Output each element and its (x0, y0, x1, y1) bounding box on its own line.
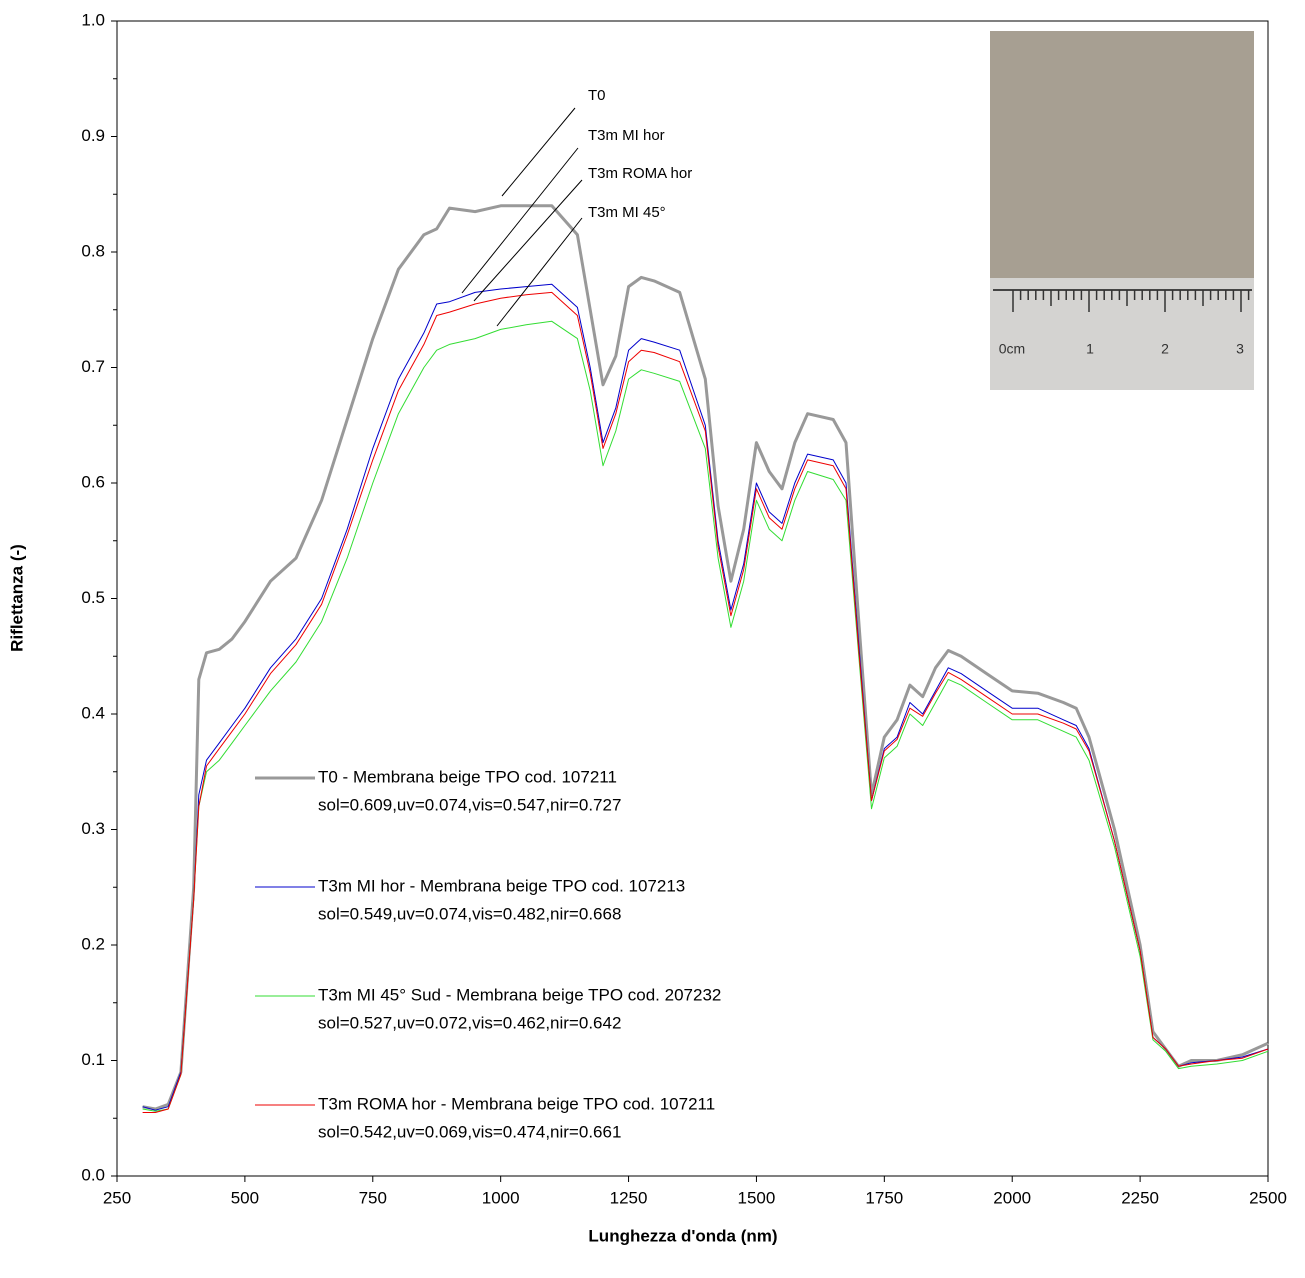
annotation: T3m ROMA hor (588, 165, 692, 182)
x-tick-label: 500 (231, 1188, 259, 1207)
x-tick-label: 1250 (610, 1188, 648, 1207)
legend-label: T0 - Membrana beige TPO cod. 107211 (318, 767, 617, 786)
y-axis-title: Riflettanza (-) (7, 544, 26, 652)
leader-line (496, 217, 583, 327)
x-axis-title: Lunghezza d'onda (nm) (588, 1226, 777, 1245)
x-tick-label: 1750 (865, 1188, 903, 1207)
x-tick-label: 1000 (482, 1188, 520, 1207)
annotation: T0 (588, 87, 606, 104)
legend-label: T3m MI hor - Membrana beige TPO cod. 107… (318, 876, 685, 895)
series-line (142, 204, 1269, 1111)
y-tick-label: 0.8 (81, 241, 105, 260)
y-tick-label: 1.0 (81, 10, 105, 29)
x-tick-label: 250 (103, 1188, 131, 1207)
y-tick-label: 0.6 (81, 472, 105, 491)
series-line (142, 291, 1269, 1113)
x-tick-label: 1500 (738, 1188, 776, 1207)
y-tick-label: 0.9 (81, 126, 105, 145)
x-tick-label: 2250 (1121, 1188, 1159, 1207)
ruler (990, 278, 1254, 390)
x-tick-label: 750 (359, 1188, 387, 1207)
ruler-label: 3 (1236, 341, 1244, 357)
legend-stats: sol=0.542,uv=0.069,vis=0.474,nir=0.661 (318, 1122, 621, 1141)
inset-photo: 0cm 1 2 3 (990, 31, 1254, 390)
legend-label: T3m ROMA hor - Membrana beige TPO cod. 1… (318, 1094, 715, 1113)
leader-line (461, 147, 579, 294)
leader-line (473, 179, 583, 302)
leader-line (501, 107, 576, 197)
x-tick-label: 2000 (993, 1188, 1031, 1207)
y-tick-label: 0.3 (81, 819, 105, 838)
legend-stats: sol=0.609,uv=0.074,vis=0.547,nir=0.727 (318, 795, 621, 814)
y-tick-label: 0.5 (81, 588, 105, 607)
series-line (142, 283, 1269, 1111)
series-line (142, 320, 1269, 1112)
y-tick-label: 0.7 (81, 357, 105, 376)
y-tick-label: 0.1 (81, 1050, 105, 1069)
legend-stats: sol=0.549,uv=0.074,vis=0.482,nir=0.668 (318, 904, 621, 923)
ruler-label: 1 (1086, 341, 1094, 357)
annotation: T3m MI hor (588, 127, 665, 144)
x-tick-label: 2500 (1249, 1188, 1287, 1207)
legend-label: T3m MI 45° Sud - Membrana beige TPO cod.… (318, 985, 721, 1004)
ruler-label: 2 (1161, 341, 1169, 357)
y-tick-label: 0.0 (81, 1165, 105, 1184)
ruler-label: 0cm (999, 341, 1025, 357)
y-tick-label: 0.2 (81, 934, 105, 953)
ruler-ticks: 0cm 1 2 3 (999, 290, 1250, 357)
y-tick-label: 0.4 (81, 703, 105, 722)
annotation: T3m MI 45° (588, 204, 666, 221)
legend-stats: sol=0.527,uv=0.072,vis=0.462,nir=0.642 (318, 1013, 621, 1032)
